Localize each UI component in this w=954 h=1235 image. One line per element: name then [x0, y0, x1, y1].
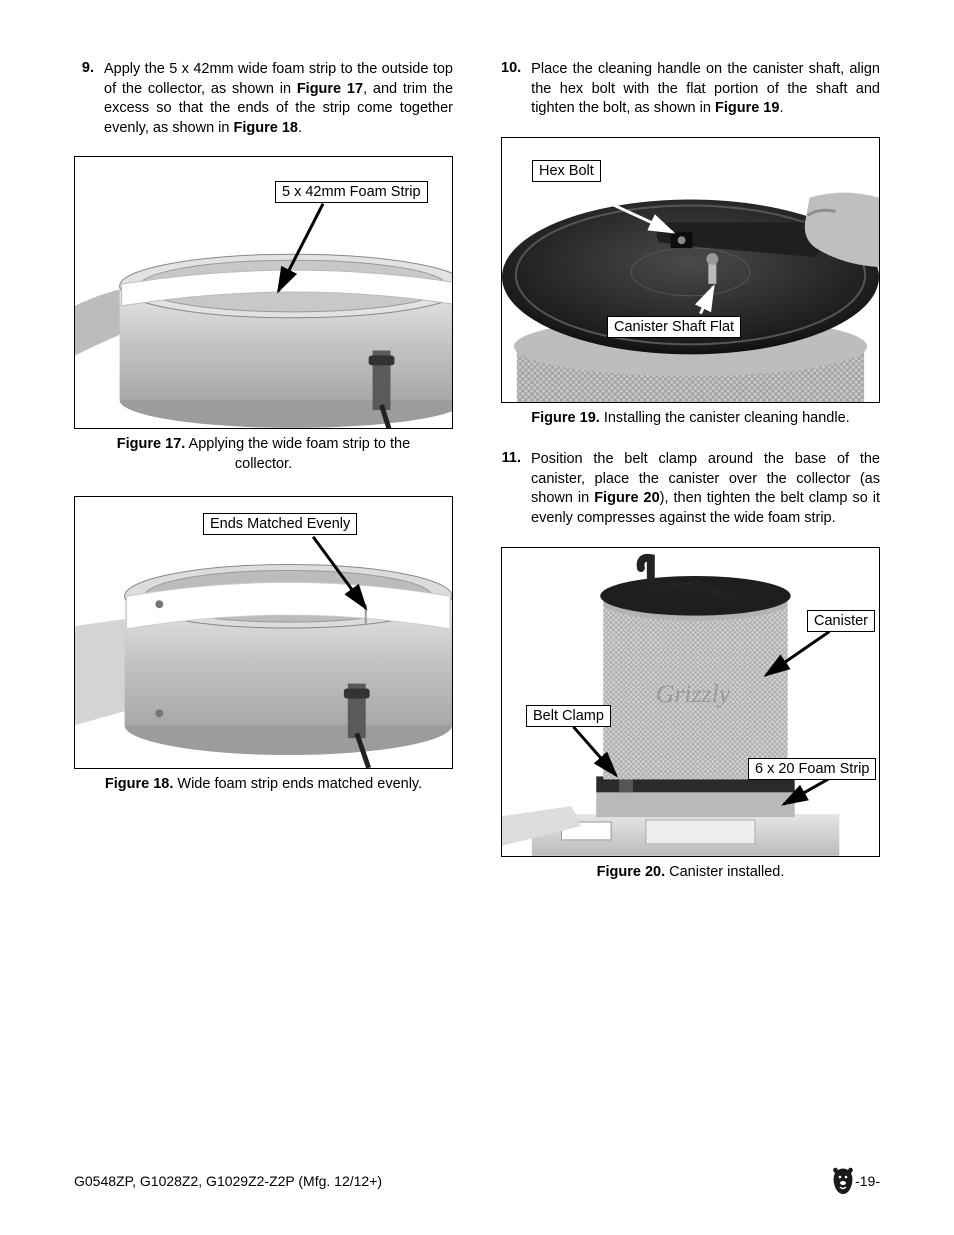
step-9-number: 9.: [74, 60, 104, 138]
right-column: 10. Place the cleaning handle on the can…: [501, 60, 880, 904]
step-11: 11. Position the belt clamp around the b…: [501, 450, 880, 528]
step-10: 10. Place the cleaning handle on the can…: [501, 60, 880, 119]
bear-logo-icon: [831, 1167, 855, 1195]
figure-20-label-beltclamp: Belt Clamp: [526, 705, 611, 727]
svg-text:Grizzly: Grizzly: [656, 679, 731, 708]
left-column: 9. Apply the 5 x 42mm wide foam strip to…: [74, 60, 453, 904]
figure-20-label-foamstrip: 6 x 20 Foam Strip: [748, 758, 876, 780]
footer-page-number: -19-: [855, 1173, 880, 1189]
figure-19-caption: Figure 19. Installing the canister clean…: [501, 409, 880, 429]
step-9-text: Apply the 5 x 42mm wide foam strip to th…: [104, 60, 453, 138]
figure-18-caption: Figure 18. Wide foam strip ends matched …: [74, 775, 453, 795]
figure-20-svg: Grizzly: [502, 548, 879, 856]
footer-model-info: G0548ZP, G1028Z2, G1029Z2-Z2P (Mfg. 12/1…: [74, 1173, 825, 1189]
figure-18-svg: [75, 497, 452, 768]
figure-18: Ends Matched Evenly: [74, 496, 453, 769]
step-11-text: Position the belt clamp around the base …: [531, 450, 880, 528]
figure-19-label-hexbolt: Hex Bolt: [532, 160, 601, 182]
figure-17: 5 x 42mm Foam Strip: [74, 156, 453, 429]
figure-18-label: Ends Matched Evenly: [203, 513, 357, 535]
figure-20: Grizzly Canister Belt Clamp 6 x 20 Foam …: [501, 547, 880, 857]
step-9: 9. Apply the 5 x 42mm wide foam strip to…: [74, 60, 453, 138]
figure-19: Hex Bolt Canister Shaft Flat: [501, 137, 880, 403]
figure-20-label-canister: Canister: [807, 610, 875, 632]
figure-17-caption: Figure 17. Applying the wide foam strip …: [74, 435, 453, 474]
page-footer: G0548ZP, G1028Z2, G1029Z2-Z2P (Mfg. 12/1…: [74, 1167, 880, 1195]
figure-17-label: 5 x 42mm Foam Strip: [275, 181, 428, 203]
figure-19-label-shaft: Canister Shaft Flat: [607, 316, 741, 338]
step-10-text: Place the cleaning handle on the caniste…: [531, 60, 880, 119]
step-11-number: 11.: [501, 450, 531, 528]
step-10-number: 10.: [501, 60, 531, 119]
figure-20-caption: Figure 20. Canister installed.: [501, 863, 880, 883]
